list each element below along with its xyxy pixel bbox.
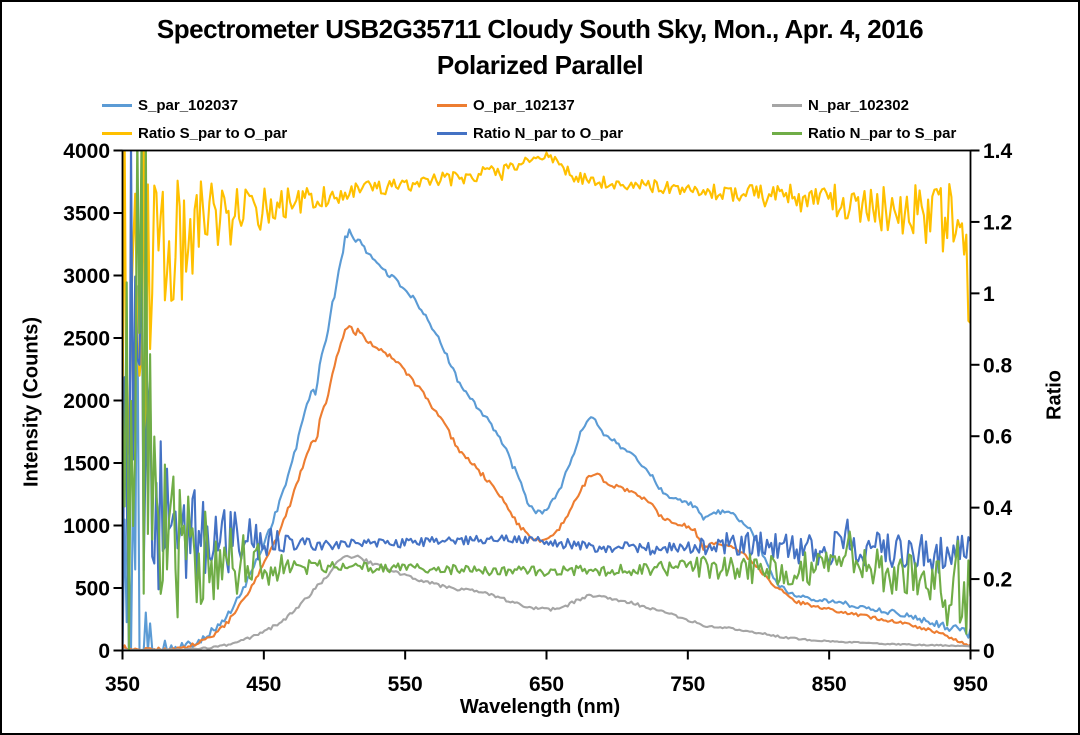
legend-item-ratio-s-o: Ratio S_par to O_par: [102, 125, 287, 142]
chart-title-line1: Spectrometer USB2G35711 Cloudy South Sky…: [156, 14, 924, 44]
legend-swatch-o-par: [437, 104, 467, 107]
legend-label-ratio-s-o: Ratio S_par to O_par: [138, 125, 288, 142]
series-line-O_par_102137: [122, 325, 971, 651]
y-right-tick-label-0.2: 0.2: [983, 569, 1012, 592]
x-tick-label-350: 350: [105, 673, 140, 696]
x-tick-label-850: 850: [812, 673, 847, 696]
y-right-tick-label-1.4: 1.4: [983, 140, 1013, 163]
legend-item-o-par: O_par_102137: [437, 97, 575, 114]
legend-swatch-s-par: [102, 104, 132, 107]
series-line-Ratio-N_par-to-S_par: [122, 150, 971, 651]
y-left-tick-label-0: 0: [98, 640, 110, 663]
legend-label-s-par: S_par_102037: [138, 97, 239, 114]
y-left-tick-label-4000: 4000: [63, 140, 110, 163]
x-axis-label: Wavelength (nm): [459, 696, 621, 718]
legend-item-ratio-n-s: Ratio N_par to S_par: [772, 125, 956, 142]
y-left-tick-label-2500: 2500: [63, 328, 110, 351]
x-tick-label-950: 950: [953, 673, 988, 696]
series-line-Ratio-S_par-to-O_par: [122, 150, 971, 456]
y-right-tick-label-0: 0: [983, 640, 995, 663]
x-tick-label-450: 450: [246, 673, 281, 696]
legend-item-n-par: N_par_102302: [772, 97, 909, 114]
y-left-tick-label-500: 500: [75, 578, 110, 601]
x-tick-label-650: 650: [529, 673, 564, 696]
legend-swatch-ratio-n-s: [772, 132, 802, 135]
legend-item-s-par: S_par_102037: [102, 97, 238, 114]
legend-label-n-par: N_par_102302: [808, 97, 909, 114]
legend-label-ratio-n-s: Ratio N_par to S_par: [808, 125, 957, 142]
chart-title-line2: Polarized Parallel: [436, 50, 644, 80]
legend-label-o-par: O_par_102137: [473, 97, 575, 114]
y-left-tick-label-3000: 3000: [63, 265, 110, 288]
y-right-tick-label-0.4: 0.4: [983, 497, 1013, 520]
y-left-tick-label-3500: 3500: [63, 203, 110, 226]
legend-label-ratio-n-o: Ratio N_par to O_par: [473, 125, 624, 142]
y-right-tick-label-0.8: 0.8: [983, 354, 1013, 377]
y-right-tick-label-0.6: 0.6: [983, 426, 1012, 449]
y-right-tick-label-1: 1: [983, 283, 995, 306]
y-left-tick-label-1500: 1500: [63, 453, 110, 476]
x-tick-label-750: 750: [670, 673, 705, 696]
series-line-N_par_102302: [122, 554, 971, 651]
legend-swatch-n-par: [772, 104, 802, 107]
series-line-S_par_102037: [122, 228, 971, 651]
y-left-tick-label-1000: 1000: [63, 515, 110, 538]
y-right-tick-label-1.2: 1.2: [983, 211, 1012, 234]
x-tick-label-550: 550: [388, 673, 423, 696]
legend-item-ratio-n-o: Ratio N_par to O_par: [437, 125, 623, 142]
legend-swatch-ratio-s-o: [102, 132, 132, 135]
y-left-tick-label-2000: 2000: [63, 390, 110, 413]
legend-swatch-ratio-n-o: [437, 132, 467, 135]
